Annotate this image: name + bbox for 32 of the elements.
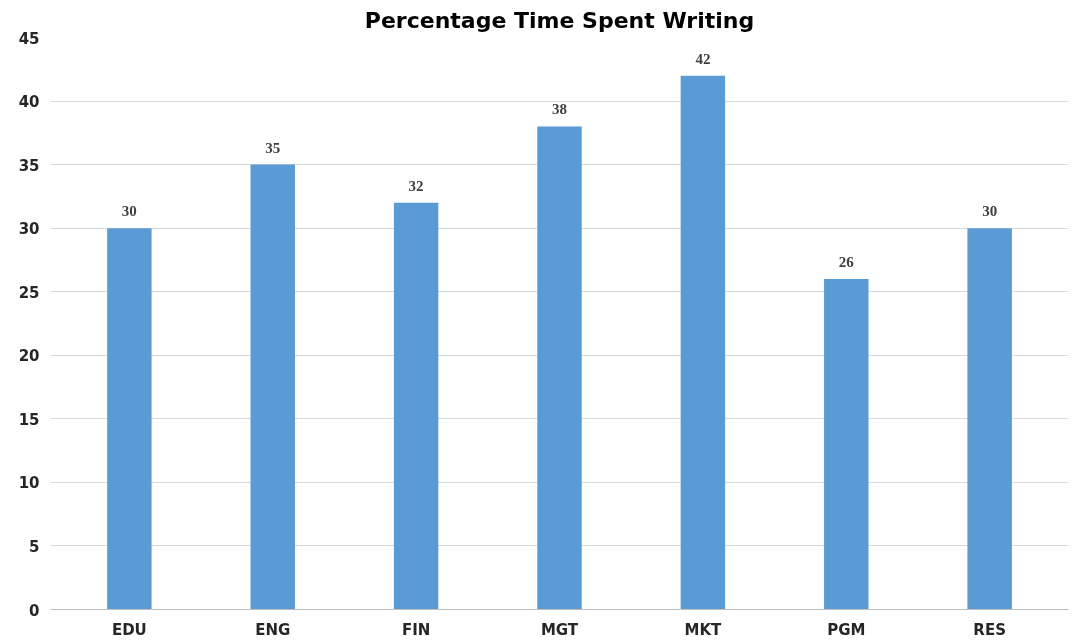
data-label: 30 [121, 203, 137, 220]
bar [680, 75, 726, 610]
y-tick-label: 45 [18, 29, 40, 48]
y-tick-label: 20 [18, 347, 40, 366]
bar [537, 126, 582, 610]
y-tick-label: 5 [29, 537, 40, 556]
x-tick-label: ENG [255, 620, 291, 639]
x-tick-label: MKT [684, 620, 723, 639]
x-tick-label: MGT [540, 620, 579, 639]
y-tick-label: 10 [18, 474, 40, 493]
y-tick-label: 0 [29, 601, 40, 620]
y-tick-label: 40 [18, 93, 40, 112]
chart-title: Percentage Time Spent Writing [364, 7, 755, 33]
bar [393, 202, 439, 610]
y-tick-label: 15 [18, 410, 40, 429]
data-label: 42 [695, 50, 711, 67]
bar [107, 228, 152, 610]
bar [250, 164, 295, 610]
data-label: 30 [982, 203, 998, 220]
data-label: 32 [408, 177, 424, 194]
data-label: 26 [838, 254, 855, 271]
x-tick-label: FIN [401, 620, 431, 639]
y-tick-label: 35 [18, 156, 40, 175]
x-tick-label: PGM [827, 620, 866, 639]
y-tick-label: 25 [18, 283, 40, 302]
data-label: 35 [265, 139, 281, 156]
data-label: 38 [552, 101, 567, 118]
y-tick-label: 30 [18, 220, 40, 239]
x-tick-label: EDU [111, 620, 147, 639]
bar [967, 228, 1012, 610]
x-tick-label: RES [973, 620, 1006, 639]
bar [824, 279, 869, 610]
